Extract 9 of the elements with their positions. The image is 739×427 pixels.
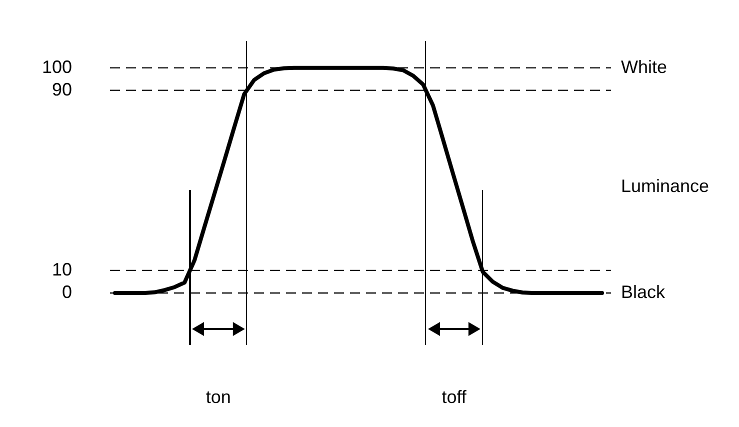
y-tick-label: 0 [62, 282, 72, 302]
ref-line-label: White [621, 56, 668, 77]
text: toff [440, 386, 468, 408]
y-tick-label: 90 [52, 79, 72, 100]
y2-axis-title: Luminance [621, 176, 710, 196]
y-tick-label: 100 [42, 56, 72, 77]
y-tick-label: 10 [52, 259, 72, 280]
text: ton [204, 386, 232, 408]
ref-line-label: Black [621, 282, 666, 302]
